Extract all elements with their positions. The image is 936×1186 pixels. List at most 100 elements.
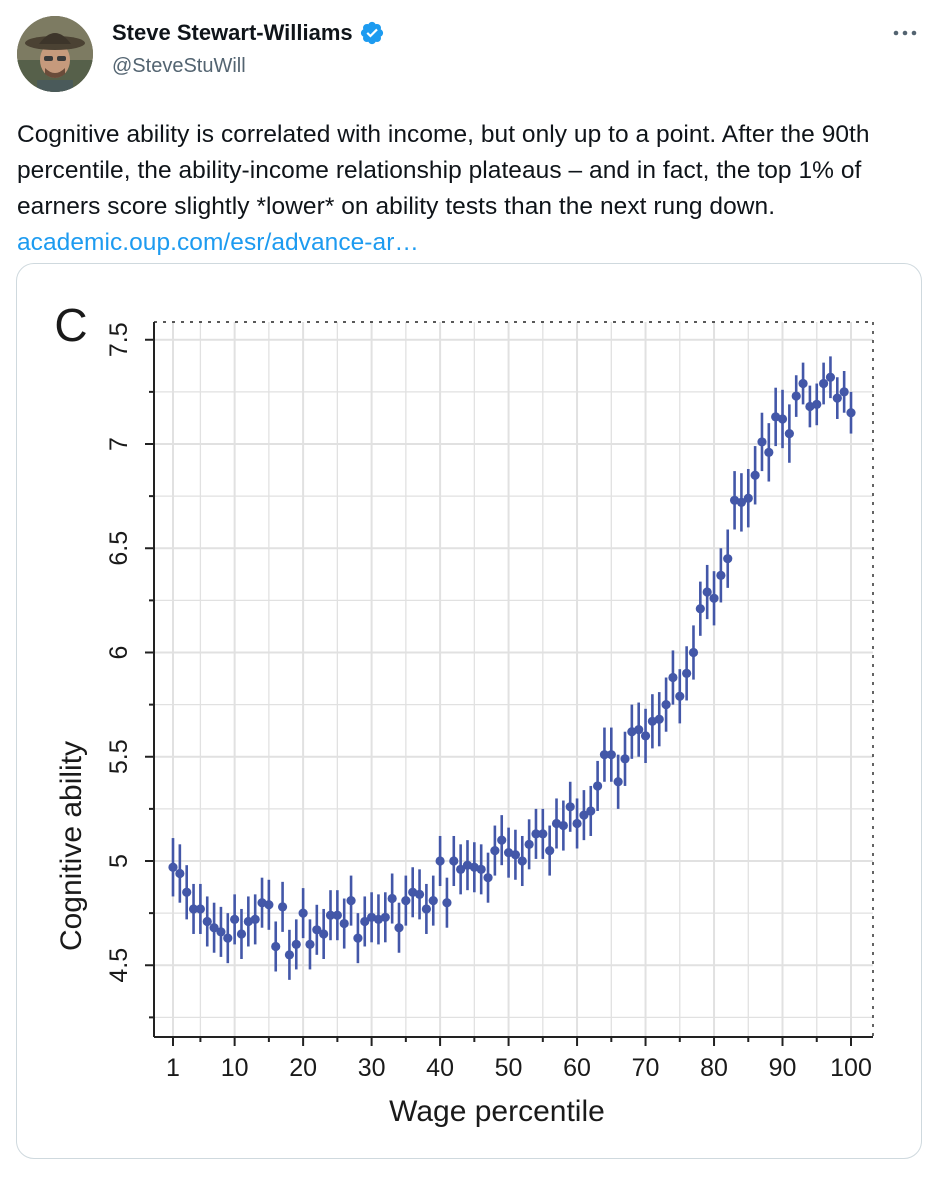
- verified-badge-icon: [360, 21, 383, 45]
- data-point: [606, 727, 616, 782]
- data-marker: [579, 810, 589, 820]
- data-marker: [743, 493, 753, 503]
- data-point: [175, 844, 185, 903]
- y-tick-label: 5.5: [105, 739, 133, 774]
- data-point: [634, 702, 644, 757]
- data-marker: [558, 820, 568, 831]
- data-marker: [764, 447, 774, 457]
- data-point: [517, 835, 527, 887]
- data-marker: [599, 750, 610, 760]
- data-point: [682, 646, 692, 701]
- data-marker: [202, 916, 212, 927]
- data-point: [723, 529, 733, 588]
- data-point: [298, 888, 308, 939]
- x-tick-label: 40: [426, 1054, 454, 1082]
- chart-svg: 4.555.566.577.51 10 20 30 40 50 60 70 80 90 100 C …: [54, 299, 874, 1128]
- data-point: [846, 391, 856, 434]
- data-marker: [825, 372, 836, 382]
- data-marker: [640, 731, 651, 741]
- data-marker: [401, 896, 411, 906]
- data-marker: [476, 864, 486, 874]
- data-point: [784, 404, 794, 463]
- data-marker: [264, 900, 274, 910]
- data-marker: [531, 829, 541, 839]
- data-point: [325, 890, 336, 941]
- data-marker: [791, 391, 801, 401]
- data-point: [586, 785, 596, 836]
- data-marker: [702, 587, 712, 597]
- data-marker: [736, 497, 747, 507]
- data-point: [250, 894, 260, 945]
- data-point: [716, 548, 726, 603]
- chart-marks: [168, 356, 856, 980]
- data-point: [832, 377, 842, 419]
- data-point: [654, 692, 664, 747]
- data-marker: [435, 856, 445, 866]
- data-point: [490, 825, 500, 876]
- data-marker: [188, 904, 199, 914]
- data-marker: [442, 898, 452, 908]
- data-point: [579, 790, 589, 841]
- author-avatar[interactable]: [17, 16, 93, 92]
- author-display-name[interactable]: Steve Stewart-Williams: [112, 20, 353, 45]
- more-horizontal-icon: [893, 30, 917, 36]
- data-point: [435, 835, 445, 887]
- author-handle[interactable]: @SteveStuWill: [112, 55, 246, 77]
- data-marker: [284, 950, 295, 960]
- data-point: [182, 865, 192, 920]
- data-point: [428, 875, 438, 926]
- data-marker: [812, 399, 822, 409]
- data-marker: [695, 604, 705, 614]
- data-marker: [572, 818, 582, 829]
- data-marker: [387, 893, 397, 904]
- data-marker: [819, 378, 829, 389]
- data-point: [777, 389, 788, 449]
- data-marker: [250, 914, 260, 924]
- data-marker: [654, 714, 664, 724]
- data-point: [216, 906, 226, 957]
- data-marker: [209, 923, 219, 933]
- data-marker: [339, 918, 349, 929]
- data-marker: [305, 939, 315, 950]
- data-point: [825, 356, 836, 399]
- data-marker: [175, 868, 185, 879]
- data-point: [360, 896, 370, 947]
- data-marker: [750, 470, 760, 480]
- data-marker: [497, 835, 507, 845]
- data-point: [339, 898, 349, 949]
- y-tick-label: 7.5: [105, 322, 133, 357]
- data-point: [764, 423, 774, 482]
- x-tick-label: 90: [769, 1054, 797, 1082]
- x-tick-label: 10: [221, 1054, 249, 1082]
- data-marker: [353, 933, 363, 943]
- data-marker: [757, 437, 767, 447]
- data-point: [709, 571, 719, 626]
- data-marker: [682, 668, 692, 678]
- data-point: [668, 650, 678, 705]
- data-point: [394, 902, 404, 953]
- x-tick-label: 1: [166, 1054, 180, 1082]
- data-point: [380, 892, 390, 943]
- data-point: [702, 564, 712, 620]
- tweet-media-chart[interactable]: 4.5 5 5.5 6 6.5 7 7.5 1 10 20 30 40 50 60 70 80 90 100 C …: [16, 263, 922, 1159]
- data-marker: [223, 933, 233, 943]
- tweet-link[interactable]: academic.oup.com/esr/advance-ar…: [17, 229, 419, 256]
- data-marker: [723, 554, 733, 564]
- x-tick-label: 60: [563, 1054, 591, 1082]
- data-marker: [298, 908, 308, 918]
- data-point: [510, 829, 521, 880]
- data-point: [538, 808, 548, 859]
- x-tick-label: 70: [632, 1054, 660, 1082]
- data-marker: [593, 781, 603, 791]
- data-marker: [332, 910, 342, 920]
- data-point: [346, 875, 356, 926]
- more-options-button[interactable]: [888, 16, 922, 50]
- data-point: [545, 825, 555, 876]
- chart-y-axis-title: Cognitive ability: [55, 741, 88, 951]
- data-point: [736, 473, 747, 532]
- data-point: [497, 815, 507, 866]
- data-marker: [709, 593, 719, 603]
- data-point: [442, 877, 452, 928]
- data-point: [319, 908, 329, 959]
- data-marker: [675, 691, 685, 701]
